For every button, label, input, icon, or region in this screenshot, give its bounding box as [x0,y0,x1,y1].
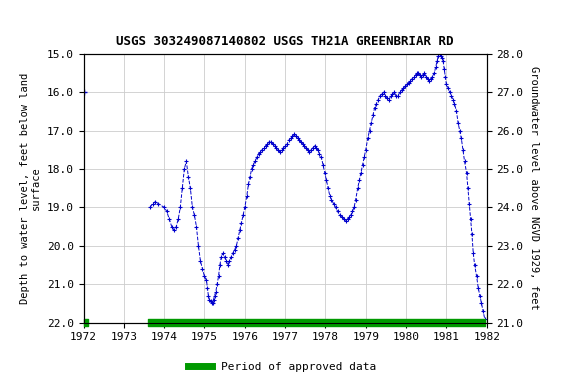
Title: USGS 303249087140802 USGS TH21A GREENBRIAR RD: USGS 303249087140802 USGS TH21A GREENBRI… [116,35,454,48]
Legend: Period of approved data: Period of approved data [184,358,381,377]
Y-axis label: Groundwater level above NGVD 1929, feet: Groundwater level above NGVD 1929, feet [529,66,539,310]
Y-axis label: Depth to water level, feet below land
surface: Depth to water level, feet below land su… [20,73,41,304]
